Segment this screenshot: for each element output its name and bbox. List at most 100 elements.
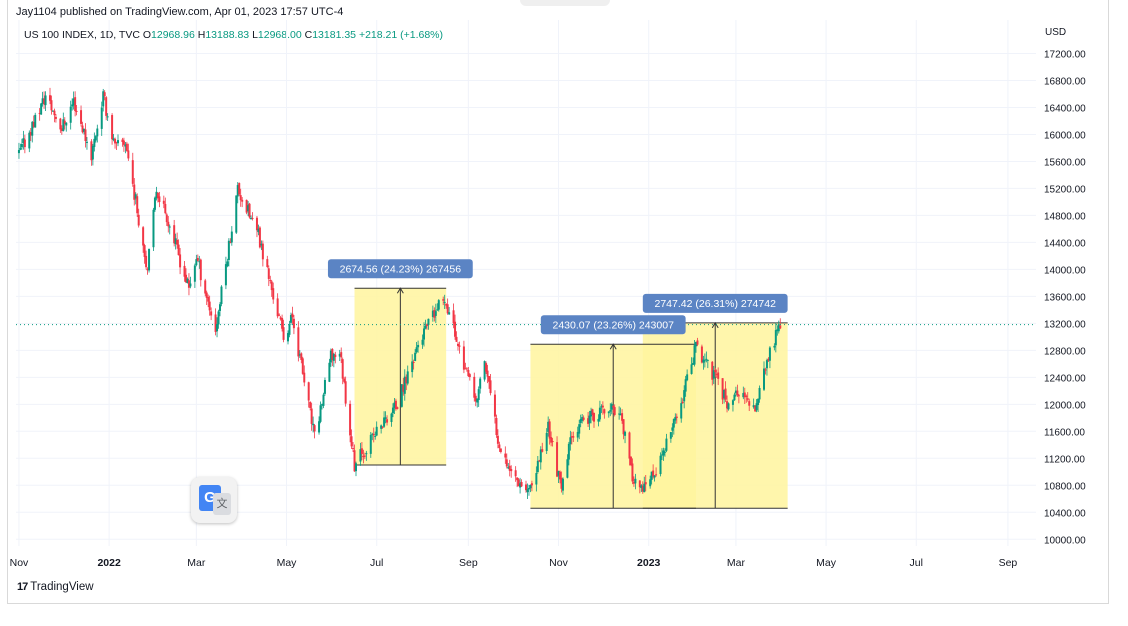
candle-body	[85, 141, 88, 143]
candle-body	[165, 214, 168, 223]
candle-body	[569, 437, 572, 445]
candle-body	[124, 144, 127, 147]
y-tick-label: 10800.00	[1044, 481, 1086, 492]
candle-body	[189, 283, 192, 287]
tradingview-logo-text: TradingView	[30, 581, 94, 593]
close-label: C	[304, 29, 313, 41]
candle-body	[548, 421, 551, 439]
candle-body	[779, 325, 782, 329]
candle-body	[219, 304, 221, 311]
google-translate-widget[interactable]: G 文	[191, 477, 237, 523]
candle-body	[550, 437, 553, 443]
y-tick-label: 12000.00	[1044, 400, 1086, 411]
candle-body	[774, 330, 777, 346]
candle-body	[272, 288, 275, 300]
tradingview-logo[interactable]: 17 TradingView	[17, 581, 94, 593]
candle-body	[332, 353, 335, 361]
translate-lang-icon: 文	[213, 493, 231, 515]
candle-body	[711, 361, 714, 380]
candle-body	[106, 116, 109, 118]
candle-body	[622, 419, 625, 435]
candle-body	[353, 450, 356, 472]
candle-body	[176, 239, 179, 245]
candle-body	[448, 312, 451, 315]
candle-body	[349, 403, 352, 436]
candle-body	[117, 140, 119, 144]
y-tick-label: 17200.00	[1044, 49, 1086, 60]
candle-body	[62, 119, 65, 132]
candle-body	[652, 470, 655, 477]
candle-body	[374, 435, 377, 437]
x-tick-label: Jul	[370, 557, 383, 569]
candle-body	[344, 381, 347, 404]
candle-body	[496, 435, 499, 444]
x-tick-label: 2023	[637, 557, 661, 569]
candle-body	[60, 128, 63, 131]
low-label: L	[252, 29, 258, 41]
candle-body	[310, 408, 313, 424]
tradingview-logo-icon: 17	[17, 581, 28, 593]
candle-body	[588, 415, 591, 424]
x-tick-label: Jul	[910, 557, 923, 569]
candle-body	[754, 405, 757, 412]
candle-body	[236, 185, 239, 197]
candle-body	[402, 384, 405, 392]
candle-body	[214, 314, 217, 332]
candle-body	[227, 240, 230, 261]
x-tick-label: 2022	[97, 557, 121, 569]
candle-body	[81, 125, 84, 133]
candle-body	[499, 448, 502, 452]
candle-body	[230, 231, 233, 243]
candle-body	[619, 413, 622, 416]
candle-body	[301, 358, 304, 374]
y-tick-label: 11600.00	[1044, 427, 1085, 438]
candle-body	[63, 120, 66, 124]
candle-body	[196, 258, 199, 261]
candle-body	[653, 475, 656, 478]
open-label: O	[142, 29, 152, 41]
candle-body	[570, 436, 573, 438]
candle-body	[557, 471, 560, 476]
candle-body	[300, 353, 303, 360]
currency-label: USD	[1045, 27, 1067, 38]
candle-body	[412, 362, 415, 364]
candle-body	[155, 191, 158, 199]
candle-body	[205, 292, 208, 298]
y-tick-label: 13200.00	[1044, 319, 1086, 330]
candle-body	[578, 424, 581, 434]
candle-body	[303, 372, 306, 383]
candle-body	[581, 417, 584, 421]
candle-body	[114, 138, 117, 144]
candle-body	[535, 473, 538, 485]
candle-body	[421, 339, 424, 345]
y-tick-label: 12400.00	[1044, 373, 1086, 384]
candle-body	[239, 195, 242, 201]
candle-body	[434, 311, 437, 316]
y-tick-label: 11200.00	[1044, 454, 1085, 465]
candle-body	[767, 358, 770, 361]
candle-body	[695, 341, 697, 347]
candle-body	[91, 145, 94, 160]
candle-body	[94, 136, 97, 141]
candle-body	[102, 91, 105, 107]
candle-body	[665, 438, 668, 451]
candle-body	[352, 448, 355, 450]
candle-body	[328, 362, 331, 382]
symbol-name[interactable]: US 100 INDEX, 1D, TVC	[24, 29, 140, 41]
candle-body	[559, 471, 561, 480]
y-tick-label: 15600.00	[1044, 157, 1086, 168]
candle-body	[321, 404, 323, 406]
candle-body	[331, 348, 334, 360]
candle-body	[375, 426, 378, 436]
candle-body	[539, 449, 542, 463]
candle-body	[488, 376, 491, 382]
x-tick-label: May	[277, 557, 298, 569]
measure-label-box	[327, 259, 473, 279]
candle-body	[278, 314, 281, 316]
candle-body	[23, 139, 26, 148]
candle-body	[269, 280, 272, 282]
candle-body	[115, 142, 118, 144]
candle-body	[632, 482, 635, 484]
candle-body	[72, 98, 75, 106]
